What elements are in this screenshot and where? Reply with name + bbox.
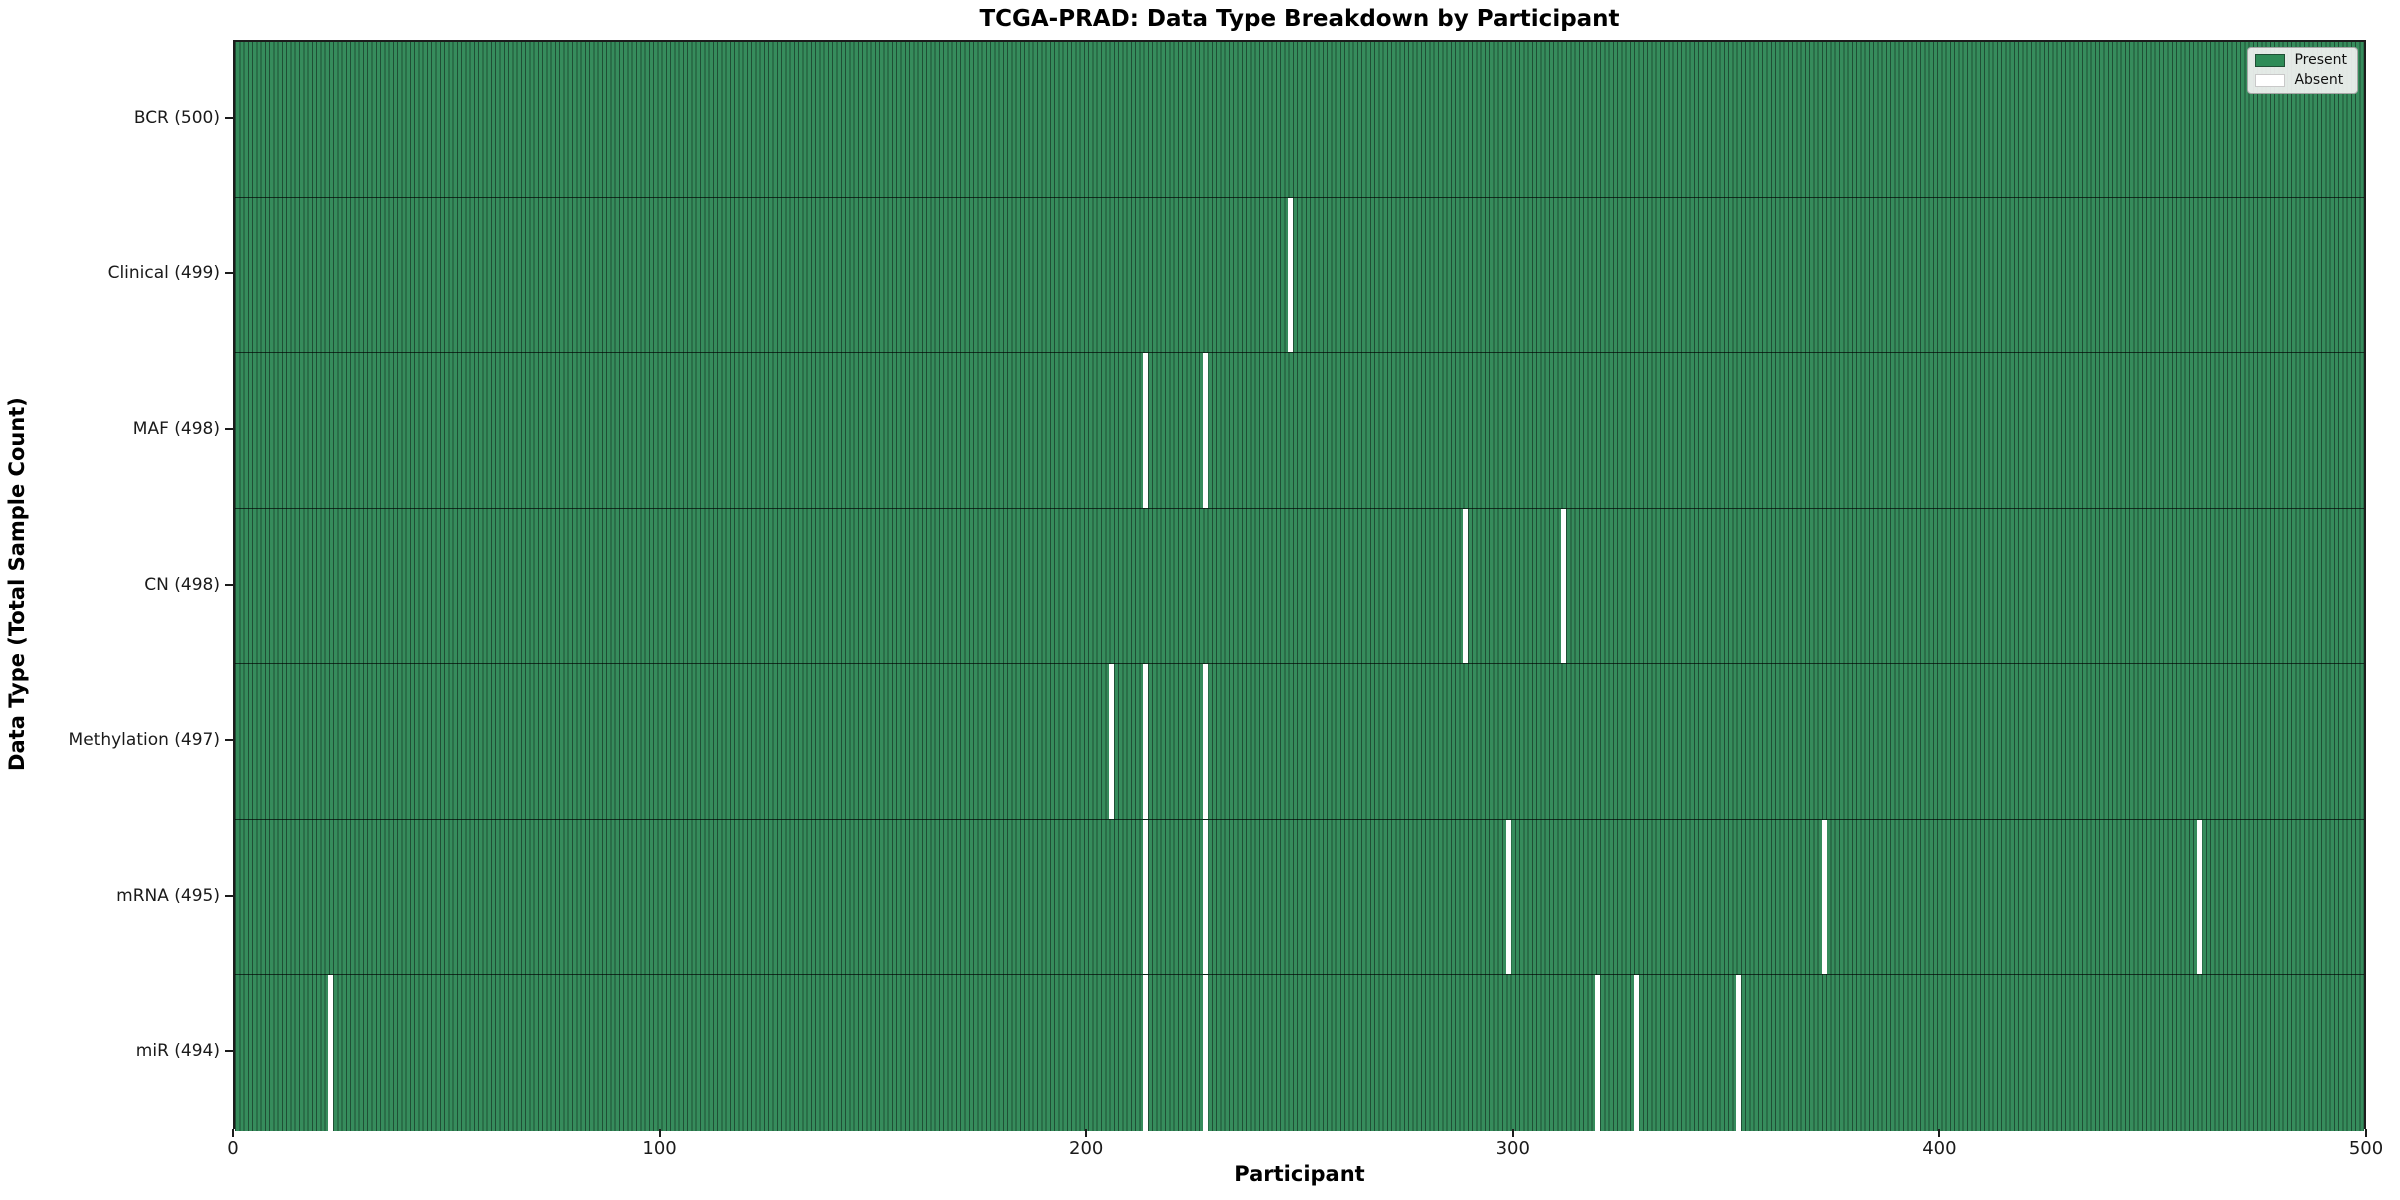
y-tick-mark — [225, 116, 233, 119]
y-tick-mark — [225, 272, 233, 275]
x-tick-label: 100 — [642, 1138, 677, 1159]
legend-label: Absent — [2294, 72, 2344, 88]
legend-entry-absent: Absent — [2255, 73, 2347, 88]
absent-gap — [1595, 975, 1601, 1131]
row-Clinical — [235, 197, 2364, 354]
plot-area: Present Absent — [233, 40, 2366, 1131]
legend-swatch-present — [2255, 54, 2286, 67]
row-CN — [235, 508, 2364, 665]
x-tick-label: 200 — [1069, 1138, 1104, 1159]
absent-gap — [1288, 197, 1294, 353]
x-tick-mark — [2365, 1129, 2367, 1137]
absent-gap — [1202, 975, 1208, 1131]
chart-title: TCGA-PRAD: Data Type Breakdown by Partic… — [979, 6, 1620, 32]
absent-gap — [328, 975, 334, 1131]
legend-swatch-absent — [2255, 74, 2286, 87]
absent-gap — [1561, 508, 1567, 664]
y-tick-label: Clinical (499) — [107, 263, 220, 284]
x-tick-mark — [1938, 1129, 1941, 1137]
row-Methylation — [235, 664, 2364, 820]
row-MAF — [235, 353, 2364, 509]
legend: Present Absent — [2247, 47, 2358, 94]
absent-gap — [1143, 353, 1149, 508]
absent-gap — [2196, 819, 2202, 975]
x-tick-mark — [232, 1129, 234, 1137]
y-tick-label: miR (494) — [135, 1041, 220, 1062]
y-tick-mark — [225, 427, 233, 430]
y-tick-mark — [225, 583, 233, 586]
x-tick-mark — [1511, 1129, 1514, 1137]
absent-gap — [1505, 819, 1511, 975]
legend-label: Present — [2294, 52, 2347, 68]
absent-gap — [1202, 819, 1208, 975]
heatmap-rows — [235, 42, 2364, 1131]
y-tick-label: MAF (498) — [132, 418, 220, 439]
absent-gap — [1143, 664, 1149, 819]
y-tick-label: BCR (500) — [133, 107, 220, 128]
absent-gap — [1463, 508, 1469, 664]
y-tick-label: mRNA (495) — [116, 885, 220, 906]
y-tick-label: CN (498) — [144, 574, 220, 595]
x-tick-label: 400 — [1922, 1138, 1957, 1159]
absent-gap — [1736, 975, 1742, 1131]
absent-gap — [1109, 664, 1115, 819]
absent-gap — [1633, 975, 1639, 1131]
absent-gap — [1143, 819, 1149, 975]
absent-gap — [1143, 975, 1149, 1131]
absent-gap — [1202, 353, 1208, 508]
row-mRNA — [235, 819, 2364, 976]
row-BCR — [235, 42, 2364, 198]
absent-gap — [1202, 664, 1208, 819]
x-tick-label: 300 — [1495, 1138, 1530, 1159]
y-tick-mark — [225, 1050, 233, 1053]
row-miR — [235, 975, 2364, 1131]
x-axis-label: Participant — [1234, 1162, 1365, 1186]
x-tick-label: 500 — [2348, 1138, 2384, 1159]
y-tick-mark — [225, 739, 233, 742]
x-tick-mark — [658, 1129, 661, 1137]
y-tick-mark — [225, 894, 233, 897]
x-tick-mark — [1085, 1129, 1088, 1137]
y-tick-label: Methylation (497) — [68, 730, 220, 751]
absent-gap — [1821, 819, 1827, 975]
legend-entry-present: Present — [2255, 53, 2347, 68]
x-tick-label: 0 — [227, 1138, 239, 1159]
